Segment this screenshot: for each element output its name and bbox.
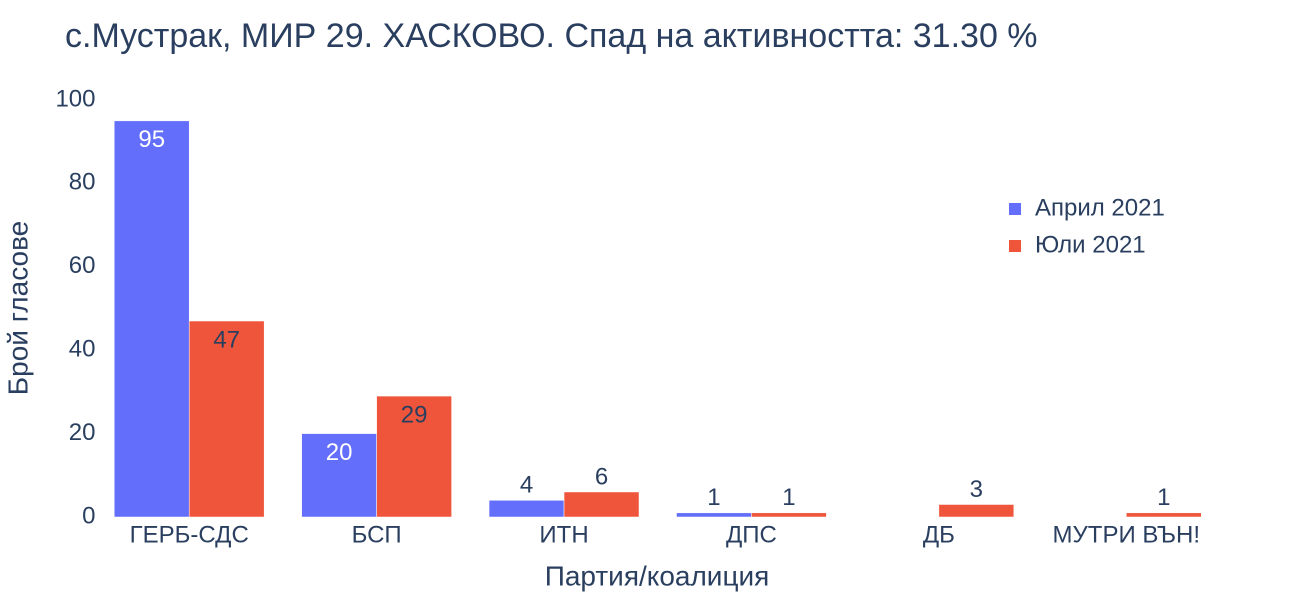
- value-label: 95: [138, 126, 165, 153]
- x-tick-label: ГЕРБ-СДС: [130, 521, 249, 548]
- legend-swatch: [1009, 203, 1021, 215]
- bar: [938, 504, 1015, 518]
- value-label: 1: [707, 484, 720, 511]
- chart-title: с.Мустрак, МИР 29. ХАСКОВО. Спад на акти…: [65, 17, 1038, 55]
- bar: [376, 395, 452, 518]
- y-axis-title: Брой гласове: [2, 221, 33, 395]
- x-axis-title: Партия/коалиция: [545, 560, 770, 591]
- x-tick-label: ДБ: [923, 521, 955, 548]
- value-label: 1: [782, 484, 795, 511]
- value-label: 29: [401, 401, 428, 428]
- bar: [488, 500, 565, 518]
- x-tick-label: ИТН: [539, 521, 588, 548]
- value-label: 6: [595, 463, 608, 490]
- value-label: 47: [213, 326, 240, 353]
- y-tick-label: 60: [69, 252, 96, 279]
- y-tick-label: 40: [69, 336, 96, 363]
- x-tick-label: МУТРИ ВЪН!: [1053, 521, 1200, 548]
- y-tick-label: 20: [69, 419, 96, 446]
- legend-swatch: [1009, 240, 1021, 252]
- bar: [563, 491, 640, 518]
- y-tick-label: 80: [69, 169, 96, 196]
- bar: [301, 433, 377, 518]
- bar: [1126, 512, 1202, 518]
- value-label: 3: [970, 476, 983, 503]
- legend-label: Юли 2021: [1035, 231, 1146, 258]
- y-tick-label: 100: [55, 85, 95, 112]
- value-label: 20: [326, 439, 353, 466]
- y-tick-label: 0: [82, 502, 95, 529]
- legend-label: Април 2021: [1035, 194, 1165, 221]
- bar: [113, 120, 190, 518]
- bar: [751, 512, 827, 518]
- x-tick-label: БСП: [352, 521, 402, 548]
- bar: [188, 320, 265, 518]
- value-label: 1: [1157, 484, 1170, 511]
- x-tick-label: ДПС: [726, 521, 777, 548]
- bar: [676, 512, 752, 518]
- value-label: 4: [520, 472, 533, 499]
